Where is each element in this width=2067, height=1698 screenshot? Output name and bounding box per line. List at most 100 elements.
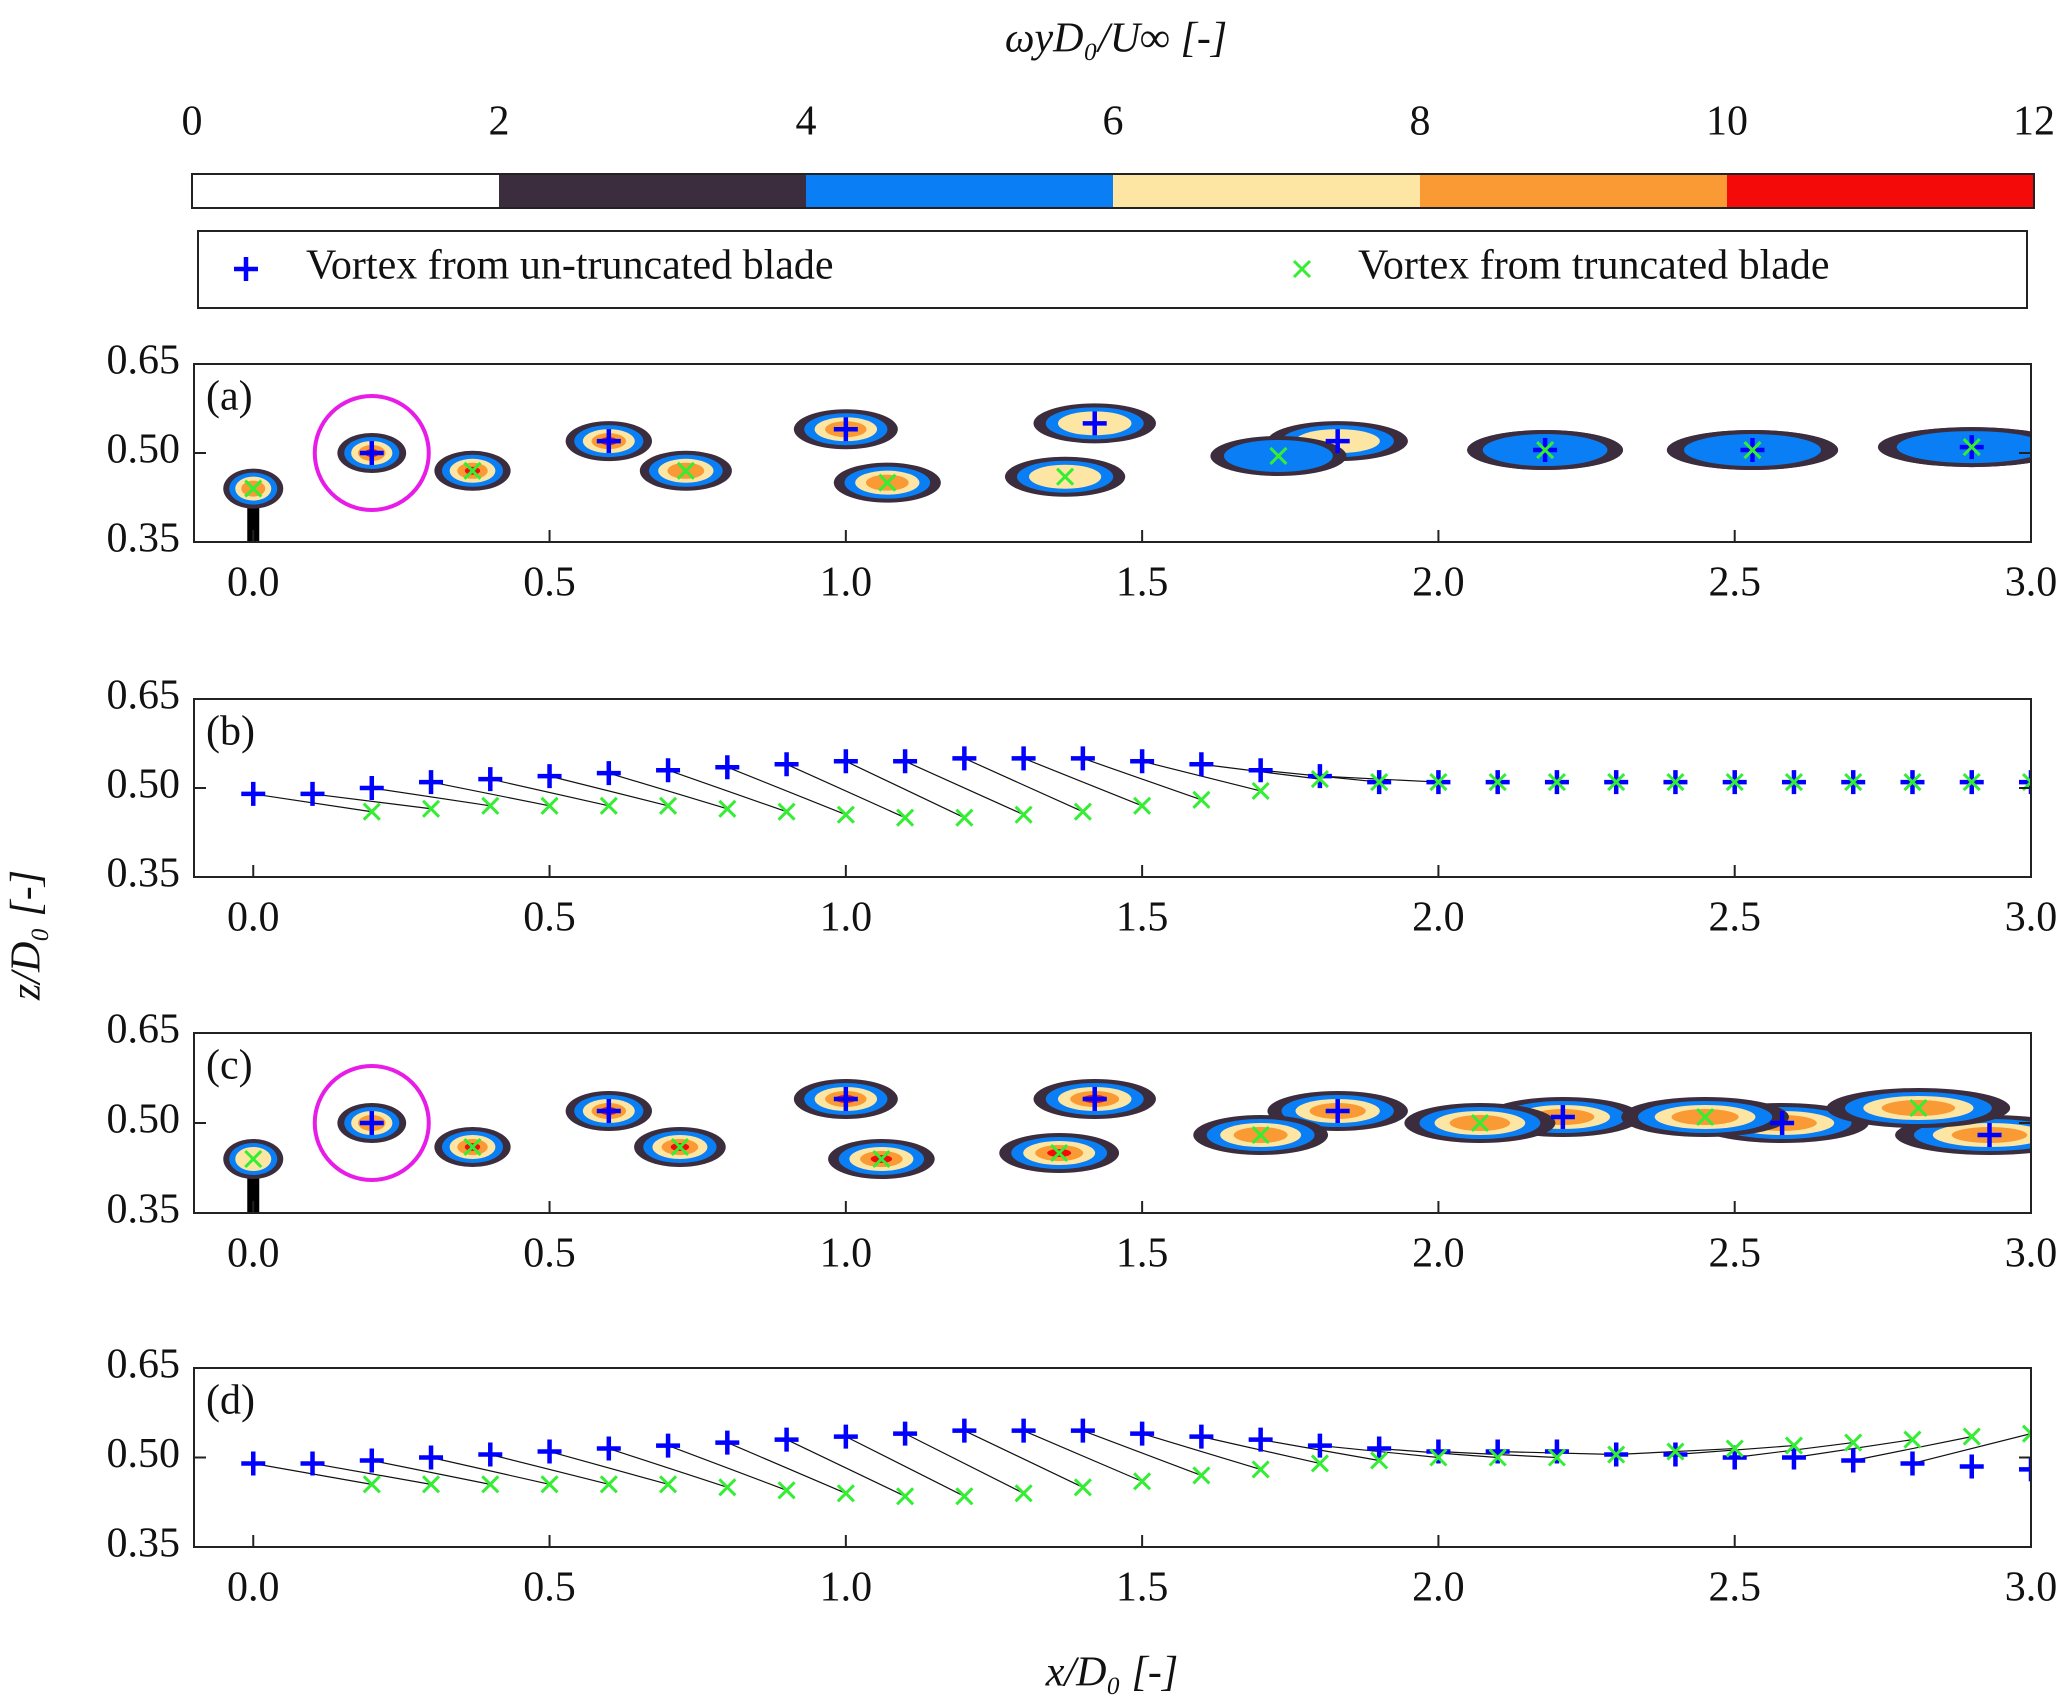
pair-link: [786, 1439, 906, 1497]
marker: [359, 441, 384, 465]
marker: [2019, 770, 2031, 795]
marker: [836, 805, 855, 824]
marker: [715, 1430, 740, 1455]
marker: [1784, 773, 1804, 792]
marker: [670, 1137, 689, 1157]
x-tick-label: 2.5: [1708, 560, 1761, 606]
x-tick-label: 2.5: [1708, 1565, 1761, 1611]
pair-link: [845, 1436, 965, 1497]
plot-area: [241, 1418, 2031, 1506]
marker: [1962, 1427, 1981, 1446]
marker: [1014, 1484, 1033, 1503]
marker: [1607, 773, 1626, 792]
pair-link: [430, 1456, 550, 1485]
colorbar-bin: [1420, 174, 1727, 208]
colorbar-tick-label: 6: [1103, 99, 1124, 145]
marker: [596, 1099, 621, 1123]
blade: [247, 500, 260, 542]
x-tick-label: 2.0: [1412, 1231, 1465, 1277]
legend-label: Vortex from truncated blade: [1358, 243, 1830, 289]
marker: [1784, 1436, 1804, 1455]
marker: [599, 1475, 618, 1494]
marker: [1073, 1478, 1092, 1497]
marker: [1070, 746, 1095, 771]
marker: [1082, 1087, 1107, 1111]
marker: [1310, 770, 1329, 789]
x-tick-label: 1.0: [820, 895, 873, 941]
colorbar-tick-label: 0: [182, 99, 203, 145]
axes-frame: [193, 698, 2032, 878]
pair-link: [727, 766, 847, 816]
colorbar-bin: [806, 174, 1113, 208]
marker: [1696, 1107, 1715, 1127]
pair-link: [430, 781, 550, 807]
y-tick-label: 0.50: [107, 427, 181, 473]
marker: [1781, 1445, 1806, 1470]
marker: [1550, 1105, 1575, 1129]
x-tick-label: 3.0: [2005, 1231, 2058, 1277]
marker: [481, 1475, 500, 1494]
marker: [955, 1487, 974, 1506]
marker: [1133, 1472, 1152, 1491]
marker: [1050, 1143, 1069, 1163]
pair-link: [1853, 1436, 1972, 1462]
marker: [1310, 1454, 1329, 1473]
marker: [1900, 1451, 1925, 1476]
marker: [1547, 773, 1567, 792]
marker: [1536, 440, 1555, 460]
x-tick-label: 1.0: [820, 1565, 873, 1611]
marker: [878, 473, 897, 492]
marker: [952, 1418, 977, 1443]
pair-link: [904, 760, 1024, 816]
marker: [656, 758, 681, 783]
x-tick-label: 0.5: [523, 560, 576, 606]
marker: [955, 808, 974, 827]
marker: [896, 808, 915, 827]
plot-area: [223, 1064, 2031, 1213]
marker: [836, 1484, 855, 1503]
marker: [1133, 796, 1152, 815]
y-tick-label: 0.35: [107, 1187, 181, 1233]
x-tick-label: 2.0: [1412, 560, 1465, 606]
marker: [1429, 773, 1448, 792]
marker: [1544, 1439, 1569, 1464]
marker: [481, 796, 500, 815]
pair-link: [845, 760, 965, 819]
marker: [599, 796, 618, 815]
marker: [1666, 1442, 1685, 1461]
marker: [1903, 1430, 1922, 1449]
marker: [359, 1448, 384, 1473]
marker: [1192, 1466, 1211, 1485]
marker: [952, 746, 977, 771]
marker: [463, 1137, 482, 1157]
pair-link: [1023, 757, 1143, 807]
marker: [244, 479, 263, 498]
axes-frame: [193, 363, 2032, 543]
colorbar-bin: [1727, 174, 2034, 208]
legend-label: Vortex from un-truncated blade: [306, 243, 834, 289]
marker: [241, 781, 266, 806]
x-tick-label: 3.0: [2005, 1565, 2058, 1611]
marker: [362, 1475, 381, 1494]
colorbar-tick-label: 4: [796, 99, 817, 145]
y-tick-label: 0.65: [107, 338, 181, 384]
marker: [1082, 411, 1107, 436]
marker: [1325, 429, 1350, 454]
marker: [596, 761, 621, 786]
marker: [1488, 1448, 1507, 1467]
marker: [1743, 440, 1762, 460]
marker: [1725, 773, 1744, 792]
marker: [833, 417, 858, 442]
panel-label: (d): [206, 1378, 255, 1424]
x-tick-label: 2.5: [1708, 1231, 1761, 1277]
pair-link: [667, 769, 787, 813]
marker: [596, 429, 621, 454]
marker: [1770, 1111, 1795, 1135]
marker: [300, 1451, 325, 1476]
x-tick-label: 0.0: [227, 1565, 280, 1611]
colorbar-frame: [191, 173, 2035, 209]
colorbar-title: ωyD₀/U∞ [-]: [1005, 16, 1227, 62]
marker: [1367, 1436, 1392, 1461]
x-tick-label: 3.0: [2005, 895, 2058, 941]
marker: [1841, 1448, 1866, 1473]
